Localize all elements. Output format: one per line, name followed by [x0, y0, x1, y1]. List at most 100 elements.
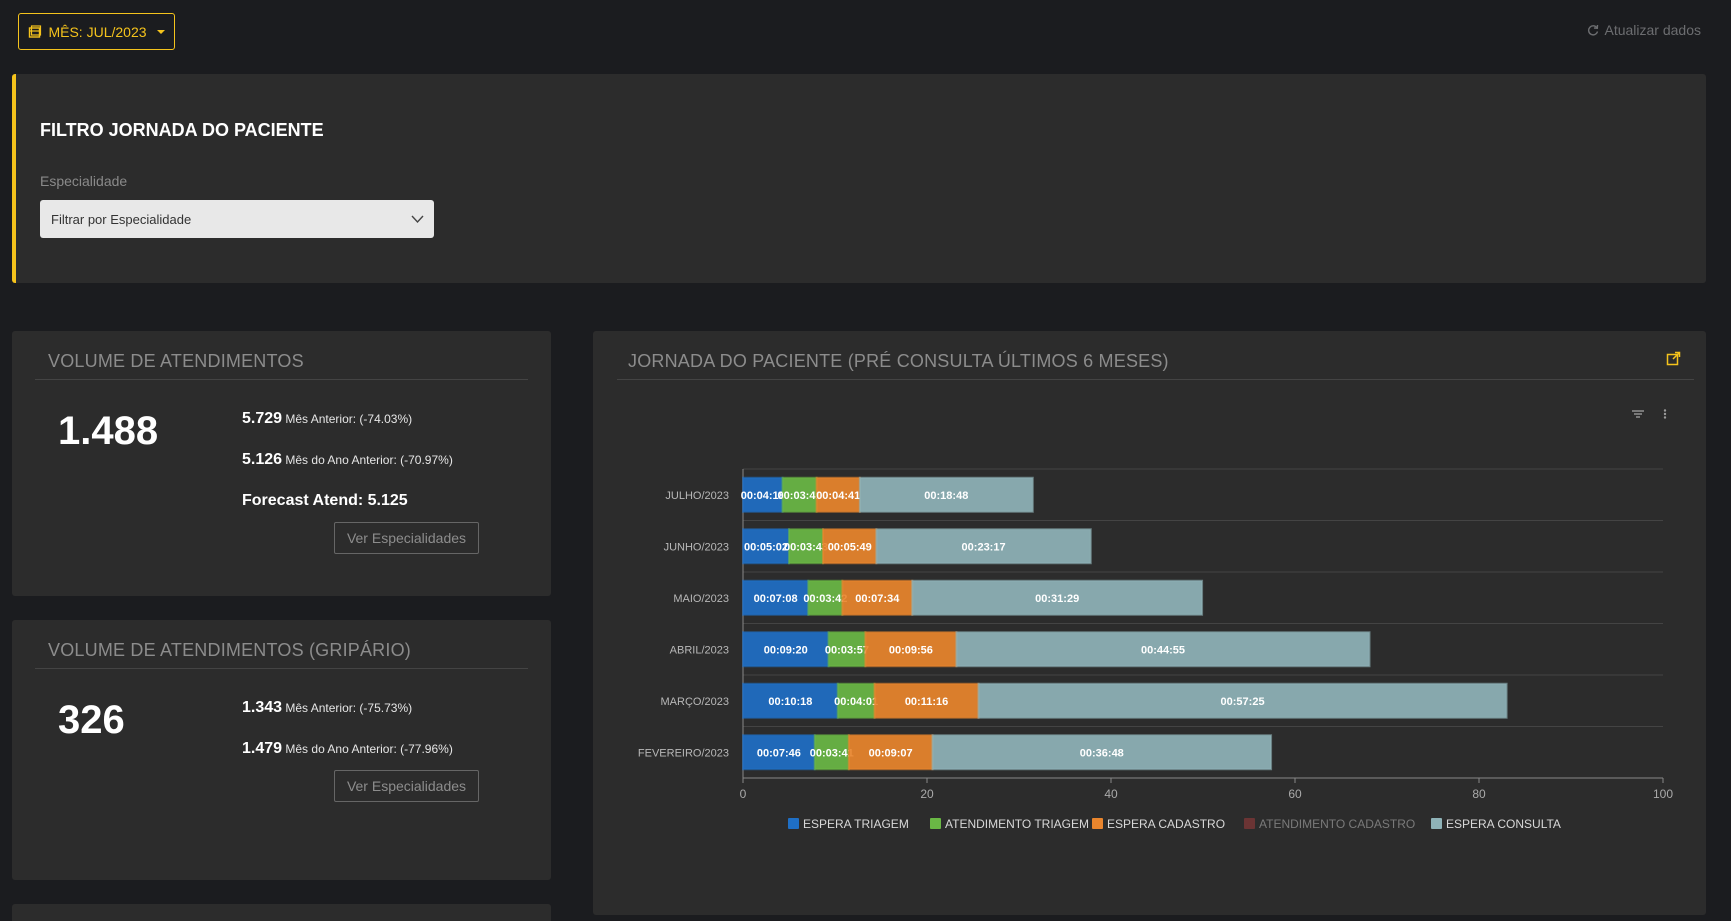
volume-prev-month-text: Mês Anterior: (-74.03%) — [285, 412, 413, 426]
filter-lines-icon[interactable] — [1631, 407, 1645, 421]
specialty-select[interactable]: Filtrar por Especialidade — [40, 200, 434, 238]
chevron-down-icon — [411, 215, 424, 224]
gripario-value: 326 — [58, 698, 125, 742]
legend-marker — [930, 818, 941, 829]
bar-segment — [931, 734, 1273, 771]
divider — [35, 668, 528, 669]
y-category-label: JULHO/2023 — [665, 490, 729, 502]
x-tick-label: 40 — [1104, 787, 1118, 801]
bar-data-label: 00:03:41 — [810, 747, 854, 759]
refresh-label: Atualizar dados — [1604, 22, 1701, 38]
legend-label: ESPERA CONSULTA — [1446, 817, 1561, 831]
legend-label: ESPERA TRIAGEM — [803, 817, 909, 831]
gripario-prev-month: 1.343 Mês Anterior: (-75.73%) — [242, 699, 412, 717]
gripario-card: VOLUME DE ATENDIMENTOS (GRIPÁRIO) 326 1.… — [12, 620, 551, 880]
bar-data-label: 00:44:55 — [1141, 644, 1185, 656]
journey-title: JORNADA DO PACIENTE (PRÉ CONSULTA ÚLTIMO… — [628, 351, 1169, 371]
legend-marker — [788, 818, 799, 829]
bar-segment — [742, 528, 790, 565]
bar-segment — [911, 579, 1204, 616]
specialty-select-placeholder: Filtrar por Especialidade — [51, 211, 192, 227]
bar-data-label: 00:07:08 — [754, 593, 798, 605]
volume-value: 1.488 — [58, 409, 159, 453]
more-vertical-icon[interactable] — [1658, 407, 1672, 421]
bar-segment — [742, 682, 839, 719]
bar-segment — [813, 734, 850, 771]
y-category-label: JUNHO/2023 — [664, 541, 729, 553]
volume-prev-month-value: 5.729 — [242, 410, 283, 427]
bar-segment — [873, 682, 980, 719]
bar-data-label: 00:09:20 — [764, 644, 808, 656]
volume-prev-year-value: 5.126 — [242, 451, 283, 468]
refresh-icon — [1588, 24, 1599, 36]
bar-segment — [858, 476, 1034, 513]
legend-label: ATENDIMENTO TRIAGEM — [945, 817, 1089, 831]
volume-prev-year: 5.126 Mês do Ano Anterior: (-70.97%) — [242, 451, 453, 469]
volume-forecast: Forecast Atend: 5.125 — [242, 492, 408, 509]
bar-segment — [955, 631, 1371, 668]
bar-data-label: 00:04:18 — [741, 490, 785, 502]
bar-segment — [841, 579, 914, 616]
bar-data-label: 00:03:57 — [825, 644, 869, 656]
bar-segment — [742, 476, 784, 513]
y-category-label: MARÇO/2023 — [661, 696, 729, 708]
legend-label: ATENDIMENTO CADASTRO — [1259, 817, 1415, 831]
bar-data-label: 00:03:42 — [803, 593, 847, 605]
next-card — [12, 904, 551, 921]
bar-data-label: 00:36:48 — [1080, 747, 1124, 759]
month-selector-button[interactable]: MÊS: JUL/2023 — [18, 13, 175, 50]
journey-card: JORNADA DO PACIENTE (PRÉ CONSULTA ÚLTIMO… — [593, 331, 1706, 915]
gripario-prev-year-value: 1.479 — [242, 740, 283, 757]
gripario-prev-month-text: Mês Anterior: (-75.73%) — [285, 701, 413, 715]
bar-data-label: 00:11:16 — [905, 696, 948, 708]
volume-prev-year-text: Mês do Ano Anterior: (-70.97%) — [285, 453, 453, 467]
month-label: MÊS: JUL/2023 — [48, 23, 147, 40]
volume-card: VOLUME DE ATENDIMENTOS 1.488 5.729 Mês A… — [12, 331, 551, 596]
legend-marker — [1431, 818, 1442, 829]
bar-data-label: 00:04:01 — [834, 696, 878, 708]
bar-data-label: 00:05:49 — [828, 541, 872, 553]
bar-segment — [875, 528, 1092, 565]
specialty-label: Especialidade — [40, 173, 128, 189]
y-category-label: MAIO/2023 — [673, 593, 729, 605]
bar-segment — [781, 476, 818, 513]
bar-segment — [742, 579, 810, 616]
bar-data-label: 00:09:56 — [889, 644, 933, 656]
gripario-view-specialties-button[interactable]: Ver Especialidades — [334, 770, 479, 802]
x-tick-label: 0 — [740, 787, 747, 801]
bar-data-label: 00:05:02 — [744, 541, 788, 553]
filter-title: FILTRO JORNADA DO PACIENTE — [40, 120, 324, 140]
gripario-prev-year: 1.479 Mês do Ano Anterior: (-77.96%) — [242, 740, 453, 758]
volume-title: VOLUME DE ATENDIMENTOS — [48, 351, 304, 371]
gripario-prev-year-text: Mês do Ano Anterior: (-77.96%) — [285, 742, 453, 756]
legend-marker — [1092, 818, 1103, 829]
bar-segment — [742, 631, 830, 668]
gripario-prev-month-value: 1.343 — [242, 699, 283, 716]
legend-label: ESPERA CADASTRO — [1107, 817, 1225, 831]
bar-segment — [815, 476, 861, 513]
volume-view-specialties-button[interactable]: Ver Especialidades — [334, 522, 479, 554]
external-link-icon[interactable] — [1666, 351, 1681, 366]
patient-journey-filter-panel: FILTRO JORNADA DO PACIENTE Especialidade… — [12, 74, 1706, 283]
bar-data-label: 00:10:18 — [768, 696, 812, 708]
x-tick-label: 20 — [920, 787, 934, 801]
legend-marker — [1244, 818, 1255, 829]
bar-data-label: 00:57:25 — [1221, 696, 1265, 708]
bar-data-label: 00:09:07 — [869, 747, 913, 759]
refresh-data-link[interactable]: Atualizar dados — [1587, 22, 1701, 38]
bar-data-label: 00:23:17 — [962, 541, 1006, 553]
caret-down-icon — [156, 29, 165, 34]
bar-data-label: 00:03:43 — [784, 541, 828, 553]
bar-data-label: 00:31:29 — [1035, 593, 1079, 605]
bar-segment — [807, 579, 844, 616]
divider — [35, 379, 528, 380]
x-tick-label: 60 — [1288, 787, 1302, 801]
volume-prev-month: 5.729 Mês Anterior: (-74.03%) — [242, 410, 412, 428]
bar-data-label: 00:07:46 — [757, 747, 801, 759]
bar-segment — [977, 682, 1508, 719]
calendar-icon — [29, 24, 42, 38]
y-category-label: FEVEREIRO/2023 — [638, 747, 729, 759]
bar-segment — [827, 631, 867, 668]
divider — [617, 379, 1694, 380]
